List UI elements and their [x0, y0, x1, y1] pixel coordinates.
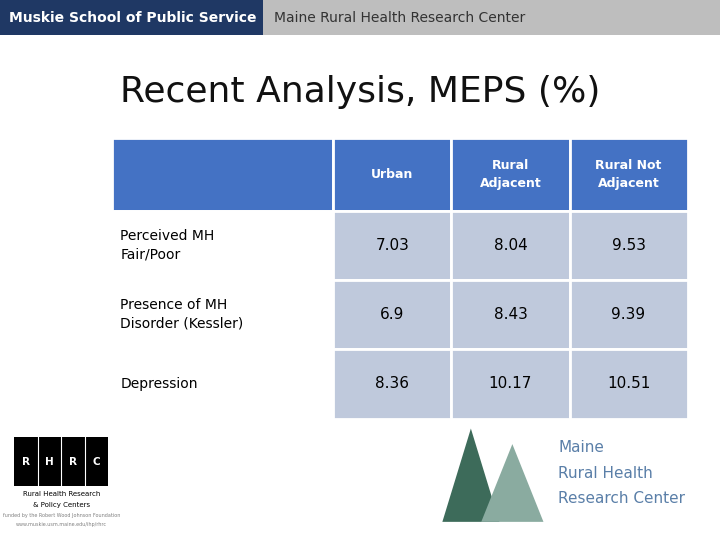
Text: 6.9: 6.9 — [380, 307, 405, 322]
Text: 8.04: 8.04 — [494, 238, 527, 253]
Text: 10.17: 10.17 — [489, 376, 532, 392]
Text: C: C — [92, 457, 100, 467]
FancyBboxPatch shape — [112, 349, 333, 418]
Text: Urban: Urban — [372, 168, 413, 181]
FancyBboxPatch shape — [570, 211, 688, 280]
FancyBboxPatch shape — [14, 437, 108, 486]
FancyBboxPatch shape — [0, 0, 263, 35]
Text: 9.53: 9.53 — [611, 238, 646, 253]
FancyBboxPatch shape — [570, 138, 688, 211]
Text: Depression: Depression — [120, 377, 198, 391]
FancyBboxPatch shape — [333, 280, 451, 349]
FancyBboxPatch shape — [451, 211, 570, 280]
FancyBboxPatch shape — [570, 349, 688, 418]
Polygon shape — [442, 429, 500, 522]
Text: & Policy Centers: & Policy Centers — [32, 502, 90, 508]
Text: R: R — [22, 457, 30, 467]
Text: 8.36: 8.36 — [375, 376, 410, 392]
Text: Muskie School of Public Service: Muskie School of Public Service — [9, 11, 256, 24]
Text: Rural Not
Adjacent: Rural Not Adjacent — [595, 159, 662, 190]
FancyBboxPatch shape — [263, 0, 720, 35]
Text: 9.39: 9.39 — [611, 307, 646, 322]
FancyBboxPatch shape — [112, 211, 333, 280]
FancyBboxPatch shape — [451, 138, 570, 211]
FancyBboxPatch shape — [112, 280, 333, 349]
Text: Maine: Maine — [558, 441, 604, 455]
FancyBboxPatch shape — [333, 138, 451, 211]
Text: Perceived MH
Fair/Poor: Perceived MH Fair/Poor — [120, 229, 215, 261]
Polygon shape — [481, 444, 544, 522]
FancyBboxPatch shape — [570, 280, 688, 349]
Text: www.muskie.usm.maine.edu/ihp/rhrc: www.muskie.usm.maine.edu/ihp/rhrc — [16, 522, 107, 528]
Text: Rural Health Research: Rural Health Research — [22, 491, 100, 497]
FancyBboxPatch shape — [333, 349, 451, 418]
Text: funded by the Robert Wood Johnson Foundation: funded by the Robert Wood Johnson Founda… — [2, 513, 120, 518]
Text: Maine Rural Health Research Center: Maine Rural Health Research Center — [274, 11, 525, 24]
Text: Recent Analysis, MEPS (%): Recent Analysis, MEPS (%) — [120, 75, 600, 109]
Text: 10.51: 10.51 — [607, 376, 650, 392]
FancyBboxPatch shape — [333, 211, 451, 280]
FancyBboxPatch shape — [451, 349, 570, 418]
FancyBboxPatch shape — [112, 138, 333, 211]
Text: Presence of MH
Disorder (Kessler): Presence of MH Disorder (Kessler) — [120, 299, 243, 331]
Text: Research Center: Research Center — [558, 491, 685, 506]
FancyBboxPatch shape — [451, 280, 570, 349]
Text: 8.43: 8.43 — [493, 307, 528, 322]
Text: Rural
Adjacent: Rural Adjacent — [480, 159, 541, 190]
Text: 7.03: 7.03 — [375, 238, 410, 253]
Text: Rural Health: Rural Health — [558, 466, 653, 481]
Text: H: H — [45, 457, 54, 467]
Text: R: R — [69, 457, 77, 467]
